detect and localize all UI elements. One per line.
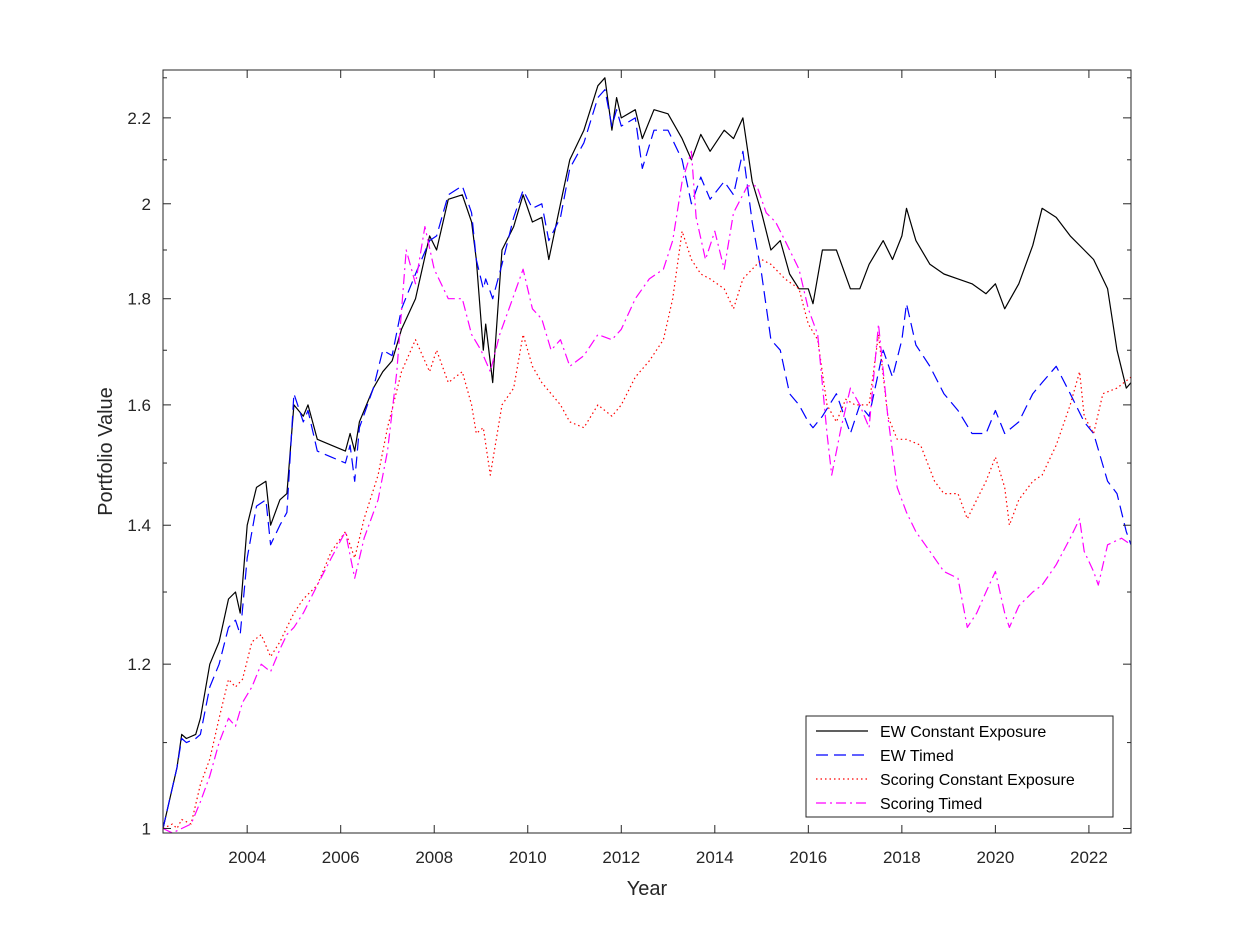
x-tick-label: 2020 (976, 848, 1014, 867)
y-tick-label: 1.4 (127, 516, 151, 535)
axes-layer: 2004 2006 2008 2010 2012 2014 2016 2018 2020 2022… (127, 70, 1131, 867)
x-tick-label: 2006 (322, 848, 360, 867)
y-tick-label: 2 (142, 195, 151, 214)
series-line-2 (163, 89, 1131, 829)
x-tick-label: 2016 (789, 848, 827, 867)
legend-entry: Scoring Constant Exposure (880, 772, 1075, 789)
y-tick-label: 1.2 (127, 655, 151, 674)
y-axis-label: Portfolio Value (95, 387, 117, 516)
legend-entry: EW Constant Exposure (880, 724, 1046, 741)
legend-entry: EW Timed (880, 748, 954, 765)
series-layer (163, 77, 1131, 833)
x-tick-label: 2010 (509, 848, 547, 867)
x-axis-label: Year (627, 878, 668, 900)
legend: EW Constant Exposure EW Timed Scoring Cons… (805, 715, 1114, 818)
legend-entry: Scoring Timed (880, 796, 982, 813)
y-tick-label: 1.8 (127, 290, 151, 309)
plot-area-border (162, 69, 1132, 834)
y-tick-label: 1 (142, 819, 151, 838)
legend-box (805, 715, 1114, 818)
x-tick-label: 2004 (228, 848, 266, 867)
series-line-4 (163, 150, 1131, 833)
x-tick-label: 2008 (415, 848, 453, 867)
x-tick-label: 2022 (1070, 848, 1108, 867)
x-tick-label: 2012 (602, 848, 640, 867)
y-tick-label: 1.6 (127, 396, 151, 415)
x-tick-label: 2018 (883, 848, 921, 867)
y-tick-label: 2.2 (127, 109, 151, 128)
x-tick-label: 2014 (696, 848, 734, 867)
